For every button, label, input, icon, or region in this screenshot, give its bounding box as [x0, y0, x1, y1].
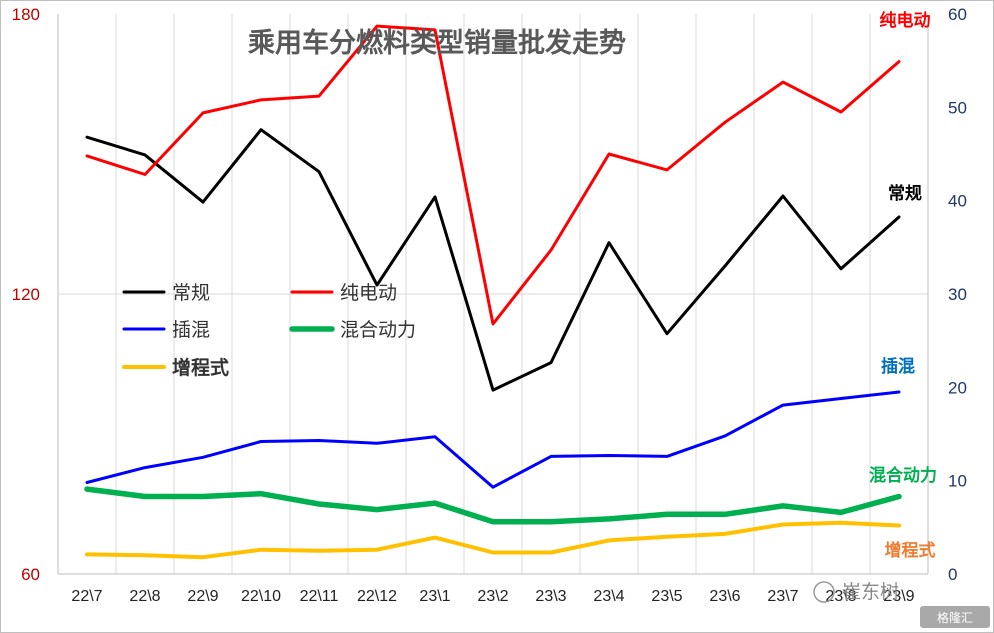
- x-tick-label: 23\2: [477, 588, 508, 605]
- x-tick-label: 22\8: [129, 588, 160, 605]
- x-tick-label: 23\9: [883, 588, 914, 605]
- x-tick-label: 22\7: [71, 588, 102, 605]
- series-lines: [84, 24, 902, 560]
- axes: 60 120 180 0 10 20 30 40 50 60 22\7 22\8 22\9 22\10 22…: [12, 5, 967, 605]
- x-tick-label: 22\12: [357, 588, 397, 605]
- left-tick-label: 120: [12, 285, 40, 304]
- watermark: 崔东树 格隆汇: [813, 581, 990, 628]
- legend-label: 插混: [172, 319, 210, 341]
- right-tick-label: 30: [948, 285, 967, 304]
- right-tick-label: 20: [948, 378, 967, 397]
- left-tick-label: 60: [21, 565, 40, 584]
- series-line-常规: [85, 128, 901, 392]
- watermark-badge: 格隆汇: [937, 610, 973, 625]
- series-line-混合动力: [84, 486, 902, 525]
- legend-label: 混合动力: [340, 319, 416, 341]
- legend-label: 增程式: [172, 356, 229, 379]
- x-tick-label: 22\10: [241, 588, 281, 605]
- legend-label: 常规: [172, 282, 210, 304]
- x-tick-label: 23\6: [709, 588, 740, 605]
- wechat-icon: [813, 581, 835, 603]
- series-end-label: 混合动力: [869, 465, 937, 486]
- left-tick-label: 180: [12, 5, 40, 24]
- watermark-badge-box: [920, 606, 990, 628]
- x-tick-label: 23\1: [419, 588, 450, 605]
- right-tick-label: 10: [948, 472, 967, 491]
- series-end-label: 常规: [888, 183, 922, 204]
- x-tick-label: 23\3: [535, 588, 566, 605]
- legend-label: 纯电动: [340, 282, 397, 304]
- x-tick-label: 23\8: [825, 588, 856, 605]
- right-tick-label: 60: [948, 5, 967, 24]
- right-tick-label: 50: [948, 98, 967, 117]
- x-tick-label: 22\11: [300, 588, 339, 605]
- series-line-纯电动: [85, 24, 901, 326]
- x-tick-label: 23\4: [593, 588, 624, 605]
- series-line-插混: [85, 390, 901, 489]
- series-end-label: 纯电动: [880, 10, 931, 31]
- chart-title: 乘用车分燃料类型销量批发走势: [247, 27, 626, 59]
- watermark-text: 崔东树: [842, 581, 899, 603]
- series-end-label: 插混: [881, 356, 915, 377]
- series-line-增程式: [85, 520, 901, 560]
- right-tick-label: 0: [948, 565, 957, 584]
- series-end-label: 增程式: [885, 540, 936, 561]
- x-tick-label: 23\7: [767, 588, 798, 605]
- right-tick-label: 40: [948, 192, 967, 211]
- x-tick-label: 23\5: [651, 588, 682, 605]
- x-tick-label: 22\9: [187, 588, 218, 605]
